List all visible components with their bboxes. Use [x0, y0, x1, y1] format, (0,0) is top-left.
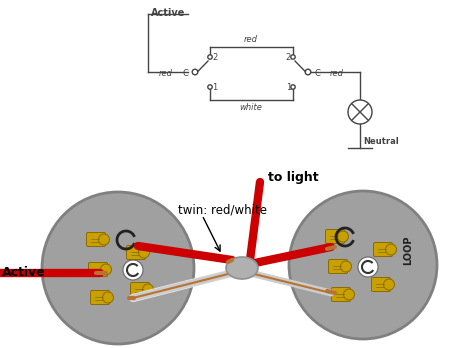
- Circle shape: [143, 284, 154, 295]
- Circle shape: [99, 234, 109, 245]
- FancyBboxPatch shape: [331, 287, 350, 301]
- Circle shape: [42, 192, 194, 344]
- Text: to light: to light: [268, 172, 319, 184]
- Circle shape: [358, 257, 378, 277]
- FancyBboxPatch shape: [374, 243, 392, 256]
- Text: C: C: [315, 69, 321, 78]
- Text: Active: Active: [151, 8, 185, 18]
- Circle shape: [385, 244, 396, 255]
- FancyBboxPatch shape: [130, 283, 149, 296]
- Text: twin: red/white: twin: red/white: [178, 204, 267, 216]
- Circle shape: [192, 69, 198, 75]
- Circle shape: [348, 100, 372, 124]
- FancyBboxPatch shape: [326, 229, 345, 244]
- FancyBboxPatch shape: [86, 232, 106, 246]
- Text: 2: 2: [212, 53, 217, 62]
- FancyBboxPatch shape: [91, 291, 109, 304]
- Text: LOOP: LOOP: [403, 235, 413, 265]
- Circle shape: [100, 264, 111, 275]
- Text: C: C: [182, 69, 188, 78]
- Text: Active: Active: [2, 267, 46, 279]
- Text: red: red: [330, 69, 344, 78]
- Text: Neutral: Neutral: [363, 137, 399, 146]
- Text: 1: 1: [286, 84, 291, 93]
- FancyBboxPatch shape: [372, 277, 391, 292]
- Circle shape: [291, 55, 295, 59]
- Text: white: white: [239, 103, 263, 112]
- Circle shape: [340, 261, 352, 272]
- FancyBboxPatch shape: [127, 245, 146, 260]
- FancyBboxPatch shape: [89, 262, 108, 277]
- Circle shape: [123, 260, 143, 280]
- Circle shape: [208, 55, 212, 59]
- Circle shape: [305, 69, 311, 75]
- Circle shape: [289, 191, 437, 339]
- FancyBboxPatch shape: [328, 260, 347, 274]
- Circle shape: [102, 292, 113, 303]
- Circle shape: [344, 289, 355, 300]
- Text: red: red: [244, 35, 258, 44]
- Circle shape: [383, 279, 394, 290]
- Circle shape: [291, 85, 295, 89]
- Text: 2: 2: [286, 53, 291, 62]
- Text: 1: 1: [212, 84, 217, 93]
- Circle shape: [208, 85, 212, 89]
- Ellipse shape: [226, 257, 258, 279]
- Text: red: red: [159, 69, 173, 78]
- Circle shape: [138, 247, 149, 258]
- Circle shape: [337, 231, 348, 242]
